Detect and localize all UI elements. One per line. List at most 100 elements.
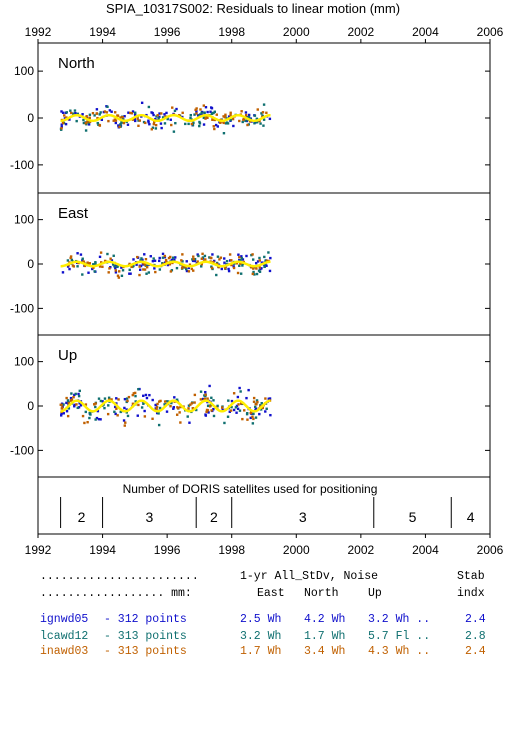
data-point	[195, 110, 198, 113]
data-point	[94, 263, 97, 266]
data-point	[216, 404, 219, 408]
smoothed-curve	[60, 113, 271, 123]
data-point	[198, 124, 201, 128]
row-points: - 313 points	[104, 630, 187, 643]
data-point	[204, 393, 207, 396]
data-point	[251, 415, 254, 418]
data-point	[157, 423, 161, 427]
data-point	[62, 403, 65, 406]
data-point	[239, 262, 242, 265]
data-point	[175, 266, 179, 270]
data-point	[245, 412, 249, 416]
data-point	[114, 266, 117, 270]
data-point	[134, 119, 137, 123]
data-point	[226, 415, 230, 418]
data-point	[86, 120, 89, 124]
data-point	[107, 396, 111, 399]
data-point	[203, 397, 207, 401]
data-point	[137, 403, 140, 407]
row-up: 4.3 Wh ..	[368, 645, 431, 658]
data-point	[110, 398, 113, 401]
data-point	[83, 264, 87, 268]
data-point	[82, 121, 86, 125]
data-point	[137, 119, 140, 122]
data-point	[74, 111, 77, 115]
data-point	[171, 256, 175, 259]
data-point	[125, 408, 128, 411]
data-point	[61, 271, 65, 274]
data-point	[135, 263, 138, 266]
data-point	[84, 403, 88, 406]
data-point	[86, 421, 89, 424]
data-point	[253, 122, 256, 125]
data-point	[259, 122, 262, 125]
data-point	[240, 402, 243, 405]
row-indx: 2.4	[465, 645, 486, 658]
data-point	[127, 111, 130, 114]
data-point	[114, 269, 117, 272]
data-point	[209, 110, 212, 113]
data-point	[152, 113, 155, 117]
data-point	[172, 406, 176, 409]
data-point	[61, 120, 65, 124]
data-point	[94, 418, 97, 421]
data-point	[187, 404, 191, 407]
data-point	[136, 255, 139, 259]
data-point	[230, 263, 233, 267]
data-point	[148, 393, 151, 397]
data-point	[131, 118, 135, 121]
data-point	[73, 109, 77, 112]
data-point	[73, 405, 76, 408]
data-point	[92, 266, 95, 269]
data-point	[170, 123, 173, 127]
data-point	[185, 267, 188, 271]
row-points: - 312 points	[104, 613, 187, 626]
x-tick-label-bottom: 1994	[89, 543, 116, 557]
data-point	[199, 390, 203, 393]
data-point	[95, 112, 98, 115]
data-point	[211, 111, 214, 115]
data-point	[235, 404, 239, 408]
data-point	[229, 409, 233, 412]
data-point	[67, 400, 70, 404]
data-point	[144, 121, 147, 125]
data-point	[67, 407, 71, 410]
data-point	[110, 259, 114, 262]
data-point	[93, 114, 96, 117]
data-point	[70, 392, 73, 395]
data-point	[216, 255, 220, 258]
data-point	[257, 269, 261, 272]
data-point	[66, 414, 70, 418]
data-point	[173, 396, 176, 399]
data-point	[254, 261, 258, 265]
data-point	[185, 260, 188, 263]
data-point	[194, 108, 197, 112]
data-point	[211, 253, 214, 256]
data-point	[205, 408, 209, 412]
data-point	[98, 124, 102, 127]
data-point	[103, 397, 107, 400]
data-point	[69, 396, 73, 400]
data-point	[192, 257, 195, 261]
data-point	[230, 405, 233, 409]
data-point	[122, 121, 126, 125]
data-point	[125, 397, 129, 400]
data-point	[81, 259, 84, 262]
data-point	[193, 259, 197, 263]
data-point	[258, 259, 261, 262]
data-point	[262, 103, 266, 106]
data-point	[207, 404, 210, 407]
data-point	[269, 256, 272, 260]
data-point	[64, 122, 68, 126]
data-point	[210, 409, 213, 412]
data-point	[151, 259, 155, 263]
data-point	[172, 407, 175, 410]
data-point	[96, 121, 99, 125]
data-point	[240, 257, 243, 260]
data-point	[128, 272, 131, 275]
data-point	[254, 416, 258, 419]
data-point	[225, 121, 229, 124]
data-point	[149, 255, 152, 258]
data-point	[158, 406, 162, 410]
data-point	[264, 410, 267, 413]
